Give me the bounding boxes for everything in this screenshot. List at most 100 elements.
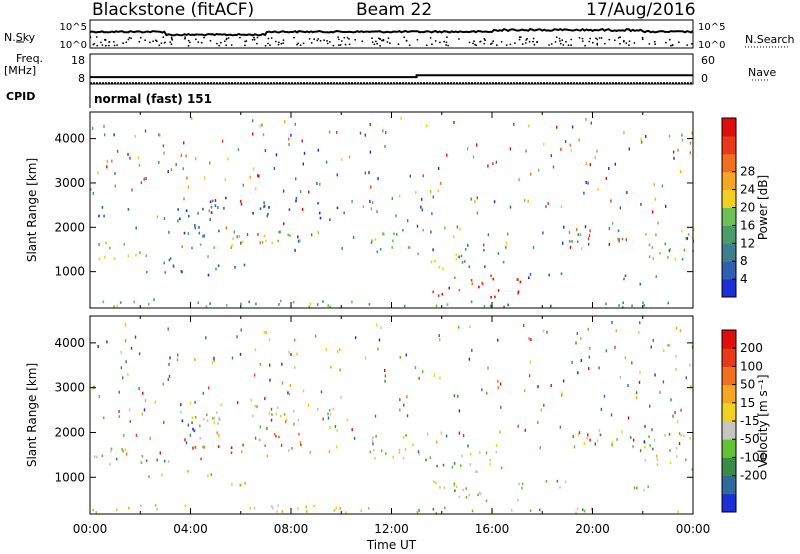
velocity-cell	[524, 389, 526, 393]
power-cell	[242, 183, 244, 187]
velocity-cell	[632, 445, 634, 448]
velocity-cell	[580, 336, 582, 340]
velocity-cell	[269, 378, 271, 382]
velocity-cell	[327, 416, 330, 420]
power-cell	[319, 216, 322, 220]
nsearch-point	[434, 40, 437, 42]
power-cell	[560, 205, 563, 208]
velocity-colorbar-segment	[722, 439, 736, 458]
power-cell	[246, 233, 249, 236]
velocity-cell	[638, 331, 640, 334]
power-cell	[459, 227, 461, 231]
power-cell	[238, 234, 240, 238]
freq-series-line	[90, 74, 693, 79]
power-cell	[266, 214, 268, 218]
power-cell	[689, 141, 692, 145]
power-cell	[576, 228, 578, 232]
velocity-colorbar-segment	[722, 457, 736, 477]
power-cell	[614, 162, 616, 166]
velocity-cell	[241, 450, 243, 454]
velocity-cell	[416, 511, 419, 514]
velocity-cell	[453, 484, 455, 488]
power-colorbar-segment	[722, 153, 736, 173]
power-cell	[268, 206, 270, 209]
nsearch-point	[654, 43, 656, 46]
power-cell	[547, 202, 549, 206]
power-cell	[655, 275, 658, 278]
power-cell	[237, 148, 240, 152]
power-cell	[455, 253, 458, 257]
nsearch-point	[149, 41, 151, 44]
nsearch-point	[340, 40, 343, 42]
velocity-cell	[644, 441, 647, 444]
velocity-cell	[277, 504, 279, 507]
nsearch-point	[617, 36, 620, 39]
power-cell	[422, 174, 424, 178]
velocity-cell	[636, 486, 638, 490]
velocity-cell	[559, 485, 561, 489]
velocity-cell	[215, 411, 218, 414]
velocity-cell	[128, 506, 130, 510]
velocity-cell	[422, 370, 424, 373]
velocity-y-tick-label: 1000	[54, 470, 85, 484]
velocity-cell	[192, 446, 194, 450]
power-cell	[259, 241, 261, 245]
velocity-cell	[439, 338, 441, 342]
velocity-cell	[438, 334, 440, 338]
velocity-cell	[320, 390, 323, 394]
velocity-cell	[239, 352, 242, 356]
velocity-cell	[176, 358, 179, 362]
power-cell	[605, 302, 607, 306]
nsearch-point	[565, 40, 567, 43]
velocity-cell	[298, 432, 300, 436]
power-cell	[645, 135, 647, 138]
velocity-cell	[240, 328, 242, 332]
power-cell	[261, 241, 264, 244]
velocity-cell	[690, 385, 692, 389]
nsearch-point	[613, 39, 616, 42]
velocity-cell	[631, 361, 633, 365]
nsearch-point	[116, 44, 118, 46]
power-cell	[317, 231, 319, 235]
power-cell	[98, 257, 101, 261]
nsearch-point	[337, 36, 339, 38]
nsearch-point	[244, 44, 246, 47]
power-cell	[564, 140, 567, 144]
velocity-cell	[487, 366, 489, 370]
nsearch-point	[619, 42, 621, 45]
nsearch-point	[170, 43, 173, 45]
velocity-cell	[614, 345, 616, 349]
velocity-cell	[643, 440, 645, 444]
power-cell	[135, 253, 137, 257]
power-cell	[377, 177, 379, 181]
power-cell	[308, 305, 311, 308]
power-cell	[211, 199, 214, 203]
power-cell	[560, 272, 563, 275]
power-cell	[578, 138, 580, 142]
velocity-cell	[583, 509, 586, 513]
power-colorbar-segment	[722, 279, 736, 298]
power-cell	[622, 301, 624, 305]
velocity-cell	[600, 407, 603, 411]
nsearch-point	[200, 41, 203, 44]
nsearch-point	[184, 37, 186, 40]
power-cell	[470, 300, 473, 304]
power-cell	[608, 226, 611, 230]
power-cell	[454, 276, 456, 280]
velocity-cell	[677, 420, 679, 424]
velocity-cell	[98, 395, 100, 398]
velocity-cell	[589, 347, 591, 350]
velocity-cell	[635, 396, 638, 399]
nsearch-point	[100, 41, 102, 44]
power-colorbar-segment	[722, 261, 736, 280]
power-cell	[391, 197, 393, 200]
power-cell	[187, 185, 190, 189]
velocity-cell	[371, 439, 374, 442]
power-cell	[271, 241, 273, 245]
velocity-cell	[194, 429, 197, 432]
velocity-cell	[194, 357, 196, 361]
power-cell	[127, 152, 129, 156]
velocity-cell	[683, 434, 685, 437]
power-cell	[198, 226, 200, 229]
